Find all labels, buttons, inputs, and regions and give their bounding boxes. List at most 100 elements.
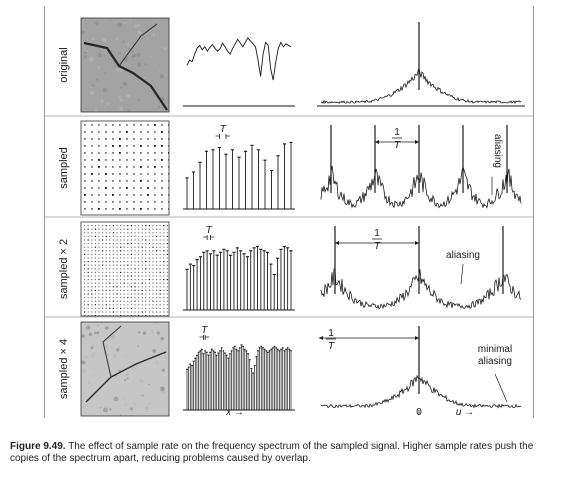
sample-dot — [152, 304, 154, 306]
sample-dot — [112, 286, 114, 288]
texture-speck — [108, 408, 112, 411]
sample-dot — [133, 166, 135, 168]
texture-speck — [124, 372, 130, 377]
sample-dot — [84, 311, 86, 313]
sample-dot — [126, 131, 128, 133]
sample-dot — [156, 253, 158, 255]
sample-dot — [147, 124, 149, 126]
sample-dot — [147, 180, 149, 182]
aliasing-label-2: aliasing — [446, 250, 480, 261]
sample-dot — [145, 225, 147, 227]
sample-dot — [163, 243, 165, 245]
sample-dot — [156, 297, 158, 299]
sample-dot — [94, 289, 96, 291]
sample-dot — [145, 304, 147, 306]
sample-dot — [120, 250, 122, 252]
sample-dot — [120, 293, 122, 295]
sample-dot — [156, 264, 158, 266]
sample-dot — [84, 304, 86, 306]
texture-speck — [91, 356, 94, 359]
sample-dot — [87, 297, 89, 299]
sample-dot — [141, 228, 143, 230]
sample-dot — [156, 286, 158, 288]
sample-dot — [98, 304, 100, 306]
texture-speck — [118, 345, 121, 348]
texture-speck — [159, 386, 165, 392]
sample-dot — [161, 159, 163, 161]
sample-dot — [120, 300, 122, 302]
sample-dot — [123, 282, 125, 284]
sample-dot — [141, 289, 143, 291]
sample-dot — [102, 293, 104, 295]
sample-dot — [152, 250, 154, 252]
sample-dot — [102, 239, 104, 241]
sample-dot — [168, 159, 169, 161]
frequency-spacing-arrow-3-head — [319, 336, 323, 340]
sample-dot — [147, 166, 149, 168]
sample-dot — [147, 187, 149, 189]
sample-dot — [163, 228, 165, 230]
sample-dot — [120, 243, 122, 245]
texture-speck — [129, 407, 133, 411]
sample-dot — [156, 261, 158, 263]
sample-dot — [91, 173, 93, 175]
sample-dot — [140, 208, 142, 210]
sample-dot — [87, 275, 89, 277]
sample-dot — [134, 271, 136, 273]
sample-dot — [141, 293, 143, 295]
sample-dot — [130, 279, 132, 281]
sample-dot — [94, 275, 96, 277]
sample-dot — [109, 228, 111, 230]
sample-dot — [87, 257, 89, 259]
minimal-aliasing-leader — [494, 373, 508, 403]
sample-dot — [145, 264, 147, 266]
sample-dot — [159, 225, 161, 227]
sample-dot — [156, 243, 158, 245]
sample-dot — [156, 250, 158, 252]
texture-speck — [128, 19, 131, 22]
sample-dot — [168, 187, 169, 189]
sample-dot — [134, 304, 136, 306]
texture-speck — [126, 93, 131, 99]
texture-speck — [122, 56, 124, 58]
sample-dot — [84, 152, 86, 154]
sample-dot — [116, 243, 118, 245]
sample-dot — [168, 145, 169, 147]
sample-dot — [166, 300, 168, 302]
sample-dot — [147, 201, 149, 203]
sample-dot — [147, 194, 149, 196]
sample-dot — [138, 286, 140, 288]
sample-dot — [105, 304, 107, 306]
sample-dot — [138, 311, 140, 313]
sample-dot — [91, 250, 93, 252]
sample-dot — [84, 279, 86, 281]
sample-dot — [123, 271, 125, 273]
sample-dot — [140, 152, 142, 154]
sample-dot — [133, 187, 135, 189]
one-over-T-1-num: 1 — [394, 127, 400, 138]
frequency-spacing-arrow-1-head — [415, 140, 419, 144]
sample-dot — [91, 232, 93, 234]
sample-dot — [138, 253, 140, 255]
sample-dot — [84, 293, 86, 295]
sample-dot — [98, 253, 100, 255]
sample-dot — [91, 289, 93, 291]
texture-speck — [83, 54, 88, 59]
sample-dot — [109, 271, 111, 273]
sample-dot — [87, 311, 89, 313]
sample-dot — [166, 268, 168, 270]
sample-dot — [156, 289, 158, 291]
spectrum-curve-0 — [320, 67, 522, 105]
sample-dot — [156, 228, 158, 230]
texture-speck — [96, 331, 100, 335]
sample-dot — [141, 271, 143, 273]
sample-dot — [141, 286, 143, 288]
sample-dot — [127, 232, 129, 234]
sample-dot — [112, 300, 114, 302]
sample-dot — [133, 124, 135, 126]
sample-dot — [138, 271, 140, 273]
sample-dot — [161, 131, 163, 133]
sample-dot — [140, 180, 142, 182]
sample-dot — [166, 275, 168, 277]
sample-dot — [147, 159, 149, 161]
